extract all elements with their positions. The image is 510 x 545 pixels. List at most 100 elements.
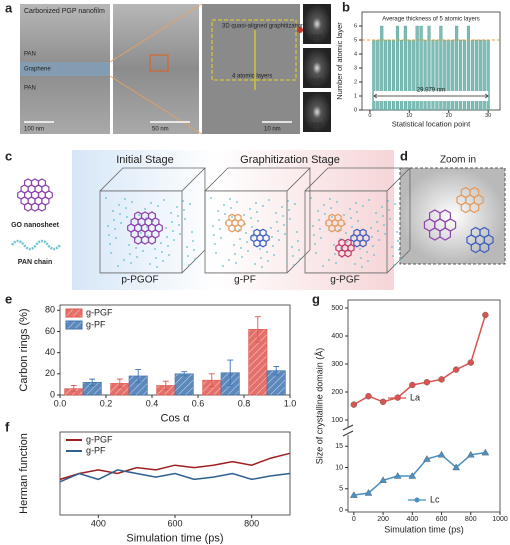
label: 100 nm	[24, 127, 44, 133]
bar	[427, 25, 431, 111]
atom	[177, 215, 179, 217]
atom	[233, 244, 235, 246]
y-tick-label: 40	[45, 347, 55, 357]
marker	[423, 379, 431, 386]
atom	[261, 266, 263, 268]
axis-break	[344, 427, 352, 435]
zoom-image	[399, 167, 506, 265]
atom	[297, 240, 299, 242]
marker	[408, 472, 417, 479]
atom	[235, 262, 237, 264]
x-tick-label: 1.0	[284, 398, 297, 408]
atom	[336, 201, 338, 203]
marker	[379, 476, 387, 483]
atom	[105, 197, 107, 199]
legend-label: g-PGF	[86, 307, 113, 317]
atom	[142, 250, 144, 252]
atom	[109, 243, 111, 245]
y-tick-label: 20	[45, 368, 55, 378]
atom	[194, 258, 196, 260]
error-bar	[162, 380, 169, 391]
stage-title: Initial Stage	[116, 154, 173, 166]
x-tick-label: 0.2	[100, 398, 113, 408]
x-tick-label: 400	[91, 518, 106, 528]
atom	[362, 205, 364, 207]
atom	[215, 252, 217, 254]
atom	[334, 253, 336, 255]
bar	[439, 25, 443, 111]
atom	[172, 230, 174, 232]
atom	[381, 206, 383, 208]
atom	[291, 246, 293, 248]
label: Carbonized PGP nanofilm	[24, 8, 105, 15]
atom	[299, 258, 301, 260]
atom	[152, 220, 154, 222]
atom	[229, 198, 231, 200]
atom	[329, 198, 331, 200]
x-tick-label: 400	[406, 516, 418, 523]
atom	[223, 204, 225, 206]
panel-label: e	[5, 291, 12, 306]
x-axis-label: Simulation time (ps)	[126, 532, 223, 544]
atom	[222, 265, 224, 267]
x-axis-label: Cos α	[161, 412, 191, 424]
atom	[272, 245, 274, 247]
label: 4 atomic layers	[232, 74, 272, 80]
atom	[345, 232, 347, 234]
label: PAN	[24, 86, 36, 92]
atom	[368, 199, 370, 201]
atom	[268, 199, 270, 201]
y-tick-label: 4	[354, 51, 357, 57]
atom	[257, 220, 259, 222]
atom	[107, 225, 109, 227]
label: (002)	[310, 34, 322, 40]
atom	[212, 225, 214, 227]
marker	[482, 311, 489, 319]
y-tick-label: 15	[335, 443, 343, 450]
atom	[392, 255, 394, 257]
marker	[452, 366, 460, 373]
marker	[438, 376, 445, 383]
atom	[262, 205, 264, 207]
atom	[130, 262, 132, 264]
atom	[129, 253, 131, 255]
error-bar	[135, 369, 142, 383]
x-tick-label: 0.6	[192, 398, 205, 408]
atom	[260, 257, 262, 259]
label: Zoom in	[440, 155, 476, 166]
atom	[210, 197, 212, 199]
atom	[330, 207, 332, 209]
marker	[365, 393, 372, 400]
atom	[162, 260, 164, 262]
legend-swatch	[65, 308, 83, 318]
marker	[466, 450, 475, 458]
y-tick-label: 80	[45, 305, 55, 315]
atom	[250, 217, 252, 219]
atom	[259, 248, 261, 250]
x-axis-label: Statistical location point	[392, 119, 471, 128]
panel-a: a Carbonized PGP nanofilm PAN Graphene P…	[5, 0, 331, 135]
atom	[371, 236, 373, 238]
atom	[184, 218, 186, 220]
pan-chain	[11, 239, 61, 251]
atom	[113, 219, 115, 221]
label: (002)	[310, 122, 322, 128]
atom	[178, 224, 180, 226]
panel-label: f	[5, 419, 10, 434]
atom	[276, 221, 278, 223]
atom	[173, 239, 175, 241]
label: g-PGF	[330, 275, 359, 286]
atom	[245, 232, 247, 234]
atom	[123, 259, 125, 261]
bar	[466, 25, 470, 111]
atom	[156, 266, 158, 268]
y-tick-label: 500	[331, 305, 343, 312]
atom	[166, 236, 168, 238]
atom	[389, 218, 391, 220]
y-tick-label: 5	[354, 37, 357, 43]
bar	[478, 39, 482, 111]
error-bar	[89, 378, 96, 386]
line	[59, 452, 291, 481]
y-axis-label: Herman function	[18, 433, 30, 514]
marker	[393, 472, 402, 479]
